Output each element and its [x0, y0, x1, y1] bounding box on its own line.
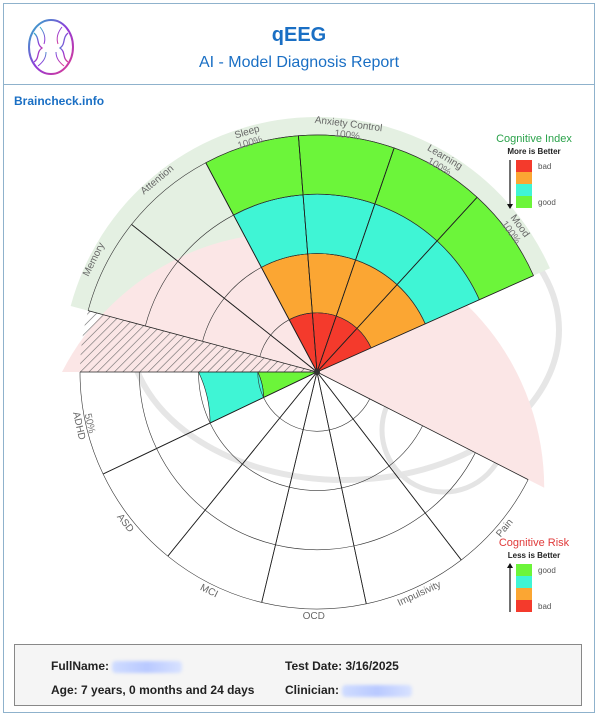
index-attention-arc-4 — [131, 162, 206, 225]
fullname-label: FullName: — [51, 659, 110, 673]
risk-mci-label: MCI — [198, 582, 219, 600]
legend2-swatch-3 — [516, 600, 532, 612]
legend1-swatch-1 — [516, 172, 532, 184]
site-link[interactable]: Braincheck.info — [14, 94, 105, 108]
fullname-redacted — [112, 660, 183, 673]
risk-asd-arc-3 — [156, 448, 206, 511]
legend-cognitive-risk: Cognitive Risk Less is Better good bad — [499, 537, 570, 612]
risk-asd-arc-4 — [102, 473, 169, 557]
index-mood-arc-2 — [396, 284, 426, 324]
risk-impulsivity-arc-2 — [341, 465, 390, 489]
hatched-sector — [80, 310, 317, 372]
index-attention-arc-3 — [177, 214, 234, 262]
index-anxiety-control-value: 100% — [334, 128, 361, 142]
legend1-subtitle: More is Better — [507, 147, 560, 156]
index-memory-arc-4 — [87, 224, 132, 311]
legend1-item-3: good — [538, 198, 556, 207]
legend2-item-3: bad — [538, 602, 551, 611]
risk-mci-arc-2 — [242, 463, 290, 488]
risk-adhd-value: 50% — [82, 413, 97, 435]
risk-ocd-label: OCD — [303, 611, 325, 622]
index-anxiety-control-arc-3 — [303, 193, 375, 205]
legend1-title: Cognitive Index — [496, 133, 572, 145]
age-label: Age: — [51, 683, 78, 697]
risk-adhd-arc-1 — [257, 371, 264, 398]
index-learning-arc-2 — [355, 259, 398, 285]
index-mood-arc-3 — [436, 240, 480, 300]
legend2-swatch-2 — [516, 588, 532, 600]
legend2-arrow-head — [507, 563, 513, 568]
legend2-swatch-0 — [516, 564, 532, 576]
risk-adhd-band-1 — [198, 371, 264, 424]
risk-adhd-arc-2 — [198, 371, 211, 424]
test-date-value: 3/16/2025 — [345, 659, 399, 673]
report-header: qEEG AI - Model Diagnosis Report — [4, 4, 594, 85]
risk-ocd-arc-2 — [289, 486, 342, 491]
index-memory-arc-3 — [145, 261, 179, 327]
risk-pain-edge-a — [316, 371, 529, 480]
risk-mci-arc-4 — [167, 555, 262, 603]
clinician-redacted — [342, 684, 413, 697]
risk-mci-arc-1 — [279, 417, 304, 430]
index-attention-edge-b — [131, 224, 318, 373]
index-learning-arc-3 — [374, 203, 438, 242]
legend1-item-0: bad — [538, 162, 551, 171]
index-attention-arc-2 — [224, 267, 262, 299]
index-mood-arc-4 — [476, 197, 534, 276]
chart-bars — [198, 134, 534, 424]
index-sleep-arc-3 — [233, 194, 304, 216]
report-frame: qEEG AI - Model Diagnosis Report Brainch… — [3, 3, 595, 713]
risk-ocd-arc-3 — [275, 544, 355, 551]
risk-mci-arc-3 — [204, 509, 276, 546]
hatch-sector — [80, 310, 317, 372]
legend1-arrow-head — [507, 204, 513, 209]
risk-impulsivity-arc-4 — [366, 559, 462, 605]
index-anxiety-control-arc-4 — [298, 134, 395, 149]
test-date-label: Test Date: — [285, 659, 343, 673]
index-sleep-arc-2 — [261, 253, 308, 268]
page-title: qEEG — [271, 24, 327, 46]
risk-asd-label: ASD — [114, 512, 135, 535]
legend1-swatch-2 — [516, 184, 532, 196]
chart-grid — [79, 134, 534, 610]
legend2-title: Cognitive Risk — [499, 537, 570, 549]
risk-asd-arc-2 — [209, 422, 243, 465]
index-anxiety-control-edge-b — [298, 135, 318, 373]
risk-pain-arc-1 — [352, 398, 371, 420]
patient-info: FullName: Age: 7 years, 0 months and 24 … — [14, 644, 582, 706]
risk-impulsivity-label: Impulsivity — [396, 579, 443, 609]
risk-impulsivity-arc-1 — [329, 418, 354, 431]
legend2-swatch-1 — [516, 576, 532, 588]
brain-logo-icon — [28, 19, 74, 75]
legend2-subtitle: Less is Better — [508, 551, 560, 560]
risk-ocd-arc-4 — [261, 602, 367, 610]
legend1-swatch-0 — [516, 160, 532, 172]
risk-impulsivity-arc-3 — [353, 512, 426, 547]
legend2-item-0: good — [538, 566, 556, 575]
index-memory-edge-b — [87, 310, 318, 373]
risk-adhd-arc-3 — [138, 371, 157, 449]
chart-center — [314, 369, 320, 375]
index-anxiety-control-arc-2 — [307, 253, 356, 261]
risk-pain-arc-2 — [388, 425, 423, 467]
risk-pain-arc-4 — [461, 479, 529, 561]
index-memory-arc-2 — [202, 298, 225, 342]
risk-asd-arc-1 — [263, 397, 280, 419]
page-subtitle: AI - Model Diagnosis Report — [198, 54, 400, 71]
risk-adhd-arc-4 — [79, 371, 104, 475]
risk-pain-arc-3 — [425, 452, 476, 514]
legend-cognitive-index: Cognitive Index More is Better bad good — [496, 133, 572, 209]
clinician-label: Clinician: — [285, 683, 340, 697]
age-value: 7 years, 0 months and 24 days — [81, 683, 255, 697]
index-sleep-arc-4 — [205, 135, 299, 164]
legend1-swatch-3 — [516, 196, 532, 208]
index-learning-arc-4 — [394, 147, 478, 198]
risk-ocd-arc-1 — [303, 429, 330, 432]
index-mood-arc-1 — [356, 328, 372, 349]
